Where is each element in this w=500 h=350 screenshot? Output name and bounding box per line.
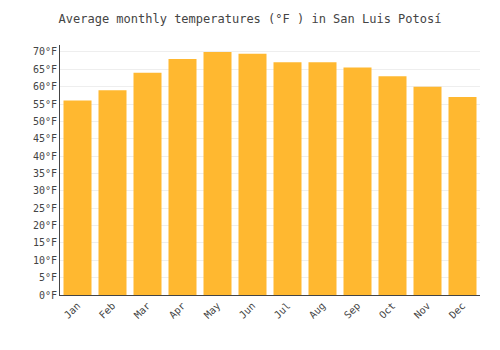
svg-text:5°F: 5°F <box>39 272 57 283</box>
svg-text:Mar: Mar <box>132 300 153 321</box>
svg-text:Jun: Jun <box>237 300 258 321</box>
svg-text:40°F: 40°F <box>33 151 57 162</box>
svg-text:65°F: 65°F <box>33 64 57 75</box>
svg-text:60°F: 60°F <box>33 81 57 92</box>
svg-text:Average monthly temperatures (: Average monthly temperatures (°F ) in Sa… <box>59 12 442 26</box>
svg-text:15°F: 15°F <box>33 237 57 248</box>
svg-text:30°F: 30°F <box>33 185 57 196</box>
svg-text:20°F: 20°F <box>33 220 57 231</box>
svg-text:50°F: 50°F <box>33 116 57 127</box>
svg-text:Aug: Aug <box>307 300 328 321</box>
svg-text:Jan: Jan <box>62 300 83 321</box>
svg-text:35°F: 35°F <box>33 168 57 179</box>
svg-text:55°F: 55°F <box>33 99 57 110</box>
svg-text:Dec: Dec <box>447 300 468 321</box>
svg-text:70°F: 70°F <box>33 46 57 57</box>
svg-text:10°F: 10°F <box>33 255 57 266</box>
svg-text:Sep: Sep <box>342 300 363 321</box>
svg-text:0°F: 0°F <box>39 290 57 301</box>
svg-text:Jul: Jul <box>272 300 293 321</box>
svg-text:Apr: Apr <box>167 300 188 321</box>
svg-text:Oct: Oct <box>377 300 398 321</box>
svg-text:May: May <box>202 300 223 321</box>
svg-text:25°F: 25°F <box>33 203 57 214</box>
svg-text:45°F: 45°F <box>33 133 57 144</box>
svg-text:Nov: Nov <box>412 300 433 321</box>
svg-text:Feb: Feb <box>97 300 118 321</box>
